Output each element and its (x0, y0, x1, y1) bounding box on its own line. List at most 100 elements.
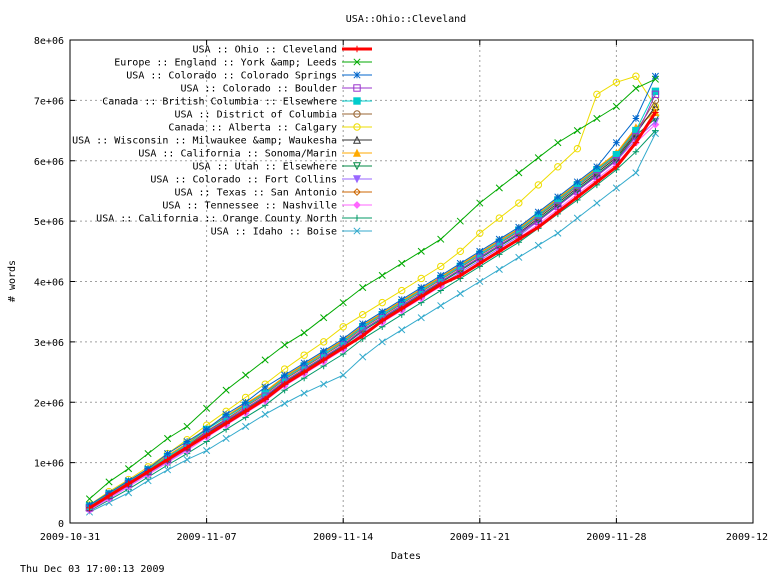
data-point (281, 380, 288, 388)
data-point (359, 320, 367, 328)
data-point (418, 293, 425, 300)
series-line (89, 106, 656, 508)
series-line (89, 100, 656, 508)
data-point (320, 380, 328, 388)
series-line (89, 133, 656, 513)
data-point (515, 236, 523, 243)
data-point (352, 148, 362, 157)
data-point (495, 265, 503, 273)
series-1 (85, 75, 659, 503)
data-point (496, 248, 503, 255)
data-point (203, 432, 210, 439)
data-point (515, 223, 523, 231)
data-point (353, 188, 361, 196)
data-point (320, 314, 328, 322)
axis-ticks: 2009-10-31 2009-11-07 2009-11-14 2009-11-21… (34, 36, 768, 543)
legend-label: USA :: Ohio :: Cleveland (193, 45, 338, 56)
data-point (359, 332, 366, 340)
legend-entry: Canada :: British Columbia :: Elsewhere (102, 97, 372, 108)
data-point (300, 368, 308, 376)
data-point (352, 175, 362, 184)
data-point (242, 408, 249, 415)
data-point (242, 422, 250, 430)
x-tick-label: 2009-11-21 (450, 532, 510, 543)
data-point (535, 223, 542, 231)
data-point (261, 410, 269, 418)
data-point (222, 420, 230, 427)
data-point (476, 247, 484, 255)
data-point (632, 84, 640, 92)
x-tick-label: 2009-10-31 (40, 532, 100, 543)
data-point (164, 434, 172, 443)
data-point (456, 290, 464, 298)
data-point (203, 404, 211, 412)
data-point (183, 422, 191, 430)
data-point (359, 311, 367, 319)
data-point (495, 184, 503, 192)
legend-label: Europe :: England :: York &amp; Leeds (114, 58, 337, 69)
data-point (612, 139, 620, 147)
data-point (476, 277, 484, 286)
series-11 (85, 105, 660, 511)
data-point (612, 102, 620, 110)
data-point (203, 425, 211, 433)
data-point (495, 235, 503, 243)
legend-entry: USA :: Colorado :: Colorado Springs (126, 71, 372, 82)
data-point (652, 109, 659, 116)
data-point (353, 227, 361, 235)
data-point (632, 148, 640, 155)
x-tick-label: 2009-11-28 (586, 532, 646, 543)
x-tick-label: 2009-11-07 (176, 532, 236, 543)
y-axis-label: # words (7, 260, 18, 302)
chart-title: USA::Ohio::Cleveland (346, 14, 466, 25)
y-tick-label: 7e+06 (34, 96, 64, 107)
data-point (534, 181, 543, 189)
data-point (573, 144, 582, 153)
series-line (88, 111, 657, 510)
data-point (379, 317, 386, 324)
data-point (651, 75, 659, 83)
series-line (89, 75, 656, 506)
data-point (417, 247, 425, 255)
data-point (320, 347, 328, 355)
y-tick-label: 2e+06 (34, 398, 64, 409)
data-point (353, 45, 361, 53)
data-point (378, 308, 386, 316)
data-point (242, 398, 250, 406)
data-point (353, 123, 361, 131)
data-point (593, 163, 601, 171)
data-point (554, 208, 562, 216)
legend-label: USA :: District of Columbia (174, 110, 337, 121)
timestamp-footer: Thu Dec 03 17:00:13 2009 (20, 564, 165, 575)
legend-entry: USA :: Idaho :: Boise (211, 227, 372, 238)
data-point (476, 229, 484, 237)
series-14 (85, 130, 659, 516)
y-tick-label: 5e+06 (34, 217, 64, 228)
data-point (632, 139, 640, 146)
data-point (105, 492, 113, 500)
series-lines (85, 72, 660, 516)
data-point (554, 193, 562, 201)
y-tick-label: 1e+06 (34, 459, 64, 470)
legend-entry: USA :: Utah :: Elsewhere (193, 162, 372, 173)
data-point (554, 229, 562, 237)
data-point (398, 296, 406, 304)
data-point (398, 305, 405, 312)
data-point (281, 341, 289, 349)
data-point (164, 466, 172, 474)
data-point (456, 217, 464, 225)
data-point (437, 235, 445, 243)
series-line (89, 130, 656, 512)
x-tick-label: 2009-11-14 (313, 532, 373, 543)
data-point (515, 199, 523, 207)
data-point (476, 199, 484, 207)
data-point (515, 169, 523, 177)
data-point (203, 446, 211, 455)
data-point (222, 386, 230, 394)
legend-label: USA :: Tennessee :: Nashville (162, 201, 337, 212)
data-point (437, 271, 445, 280)
series-line (89, 78, 656, 500)
legend-entry: Canada :: Alberta :: Calgary (168, 123, 372, 134)
data-point (222, 410, 230, 418)
legend-entry: USA :: Colorado :: Boulder (180, 84, 372, 95)
